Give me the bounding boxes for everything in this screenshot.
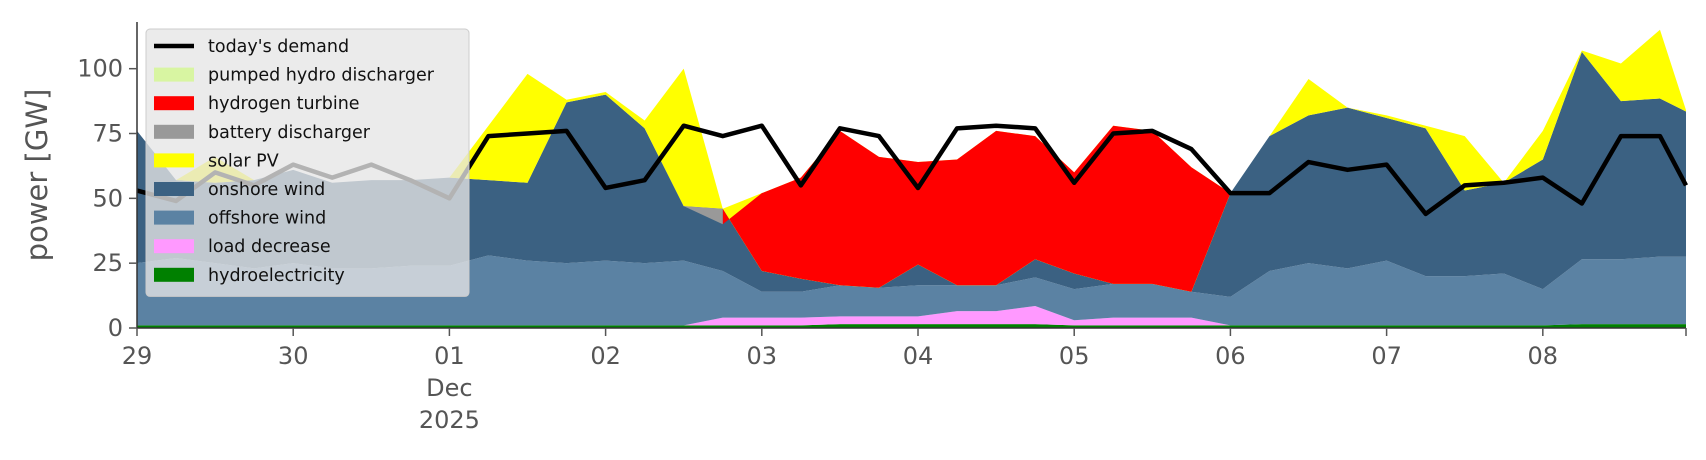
legend-label-today-s-demand: today's demand xyxy=(208,37,349,57)
legend-label-load-decrease: load decrease xyxy=(208,237,331,257)
y-tick-label: 25 xyxy=(92,249,123,277)
legend-label-solar-pv: solar PV xyxy=(208,151,279,171)
x-tick-label: 06 xyxy=(1215,342,1246,370)
stacked-areas xyxy=(137,51,1686,328)
x-tick-month-label: Dec xyxy=(426,374,472,402)
x-tick-label: 05 xyxy=(1059,342,1090,370)
y-tick-label: 100 xyxy=(77,55,123,83)
legend-label-offshore-wind: offshore wind xyxy=(208,209,326,229)
x-tick-label: 02 xyxy=(590,342,621,370)
legend-label-pumped-hydro-discharger: pumped hydro discharger xyxy=(208,66,435,86)
legend-label-hydroelectricity: hydroelectricity xyxy=(208,266,345,286)
legend-swatch-solar-pv xyxy=(154,153,194,168)
dispatch-areas xyxy=(137,29,1686,292)
x-tick-year-label: 2025 xyxy=(419,406,480,434)
x-tick-label: 29 xyxy=(122,342,153,370)
legend-swatch-battery-discharger xyxy=(154,124,194,139)
x-tick-label: 30 xyxy=(278,342,309,370)
legend-swatch-offshore-wind xyxy=(154,210,194,225)
area-hydroelectricity xyxy=(137,324,1686,328)
legend-swatch-pumped-hydro-discharger xyxy=(154,67,194,82)
x-tick-label: 04 xyxy=(903,342,934,370)
legend-label-hydrogen-turbine: hydrogen turbine xyxy=(208,94,360,114)
legend-swatch-load-decrease xyxy=(154,239,194,254)
legend-swatch-onshore-wind xyxy=(154,182,194,196)
area-onshore-wind xyxy=(137,51,1686,297)
area-solar-pv-peaks xyxy=(137,29,1686,292)
legend-label-battery-discharger: battery discharger xyxy=(208,123,371,143)
area-load-decrease xyxy=(137,305,1686,326)
y-tick-label: 0 xyxy=(108,314,123,342)
y-tick-label: 75 xyxy=(92,120,123,148)
x-tick-label: 01 xyxy=(434,342,465,370)
area-battery-discharger xyxy=(683,206,723,225)
area-hydrogen-turbine xyxy=(722,125,1231,292)
legend-label-onshore-wind: onshore wind xyxy=(208,180,325,200)
legend-box xyxy=(145,28,470,297)
legend-swatch-hydrogen-turbine xyxy=(154,96,194,111)
x-tick-label: 08 xyxy=(1528,342,1559,370)
area-offshore-wind xyxy=(137,255,1686,326)
legend: today's demand pumped hydro discharger hyd… xyxy=(145,28,470,297)
y-axis-label: power [GW] xyxy=(20,89,54,262)
x-tick-label: 03 xyxy=(747,342,778,370)
x-tick-label: 07 xyxy=(1371,342,1402,370)
y-tick-label: 50 xyxy=(92,184,123,212)
legend-swatch-hydroelectricity xyxy=(154,267,194,282)
axes: 0 25 50 75 100 29 30 01 Dec 2025 02 03 04 05 06 07 08 pow… xyxy=(20,22,1687,434)
